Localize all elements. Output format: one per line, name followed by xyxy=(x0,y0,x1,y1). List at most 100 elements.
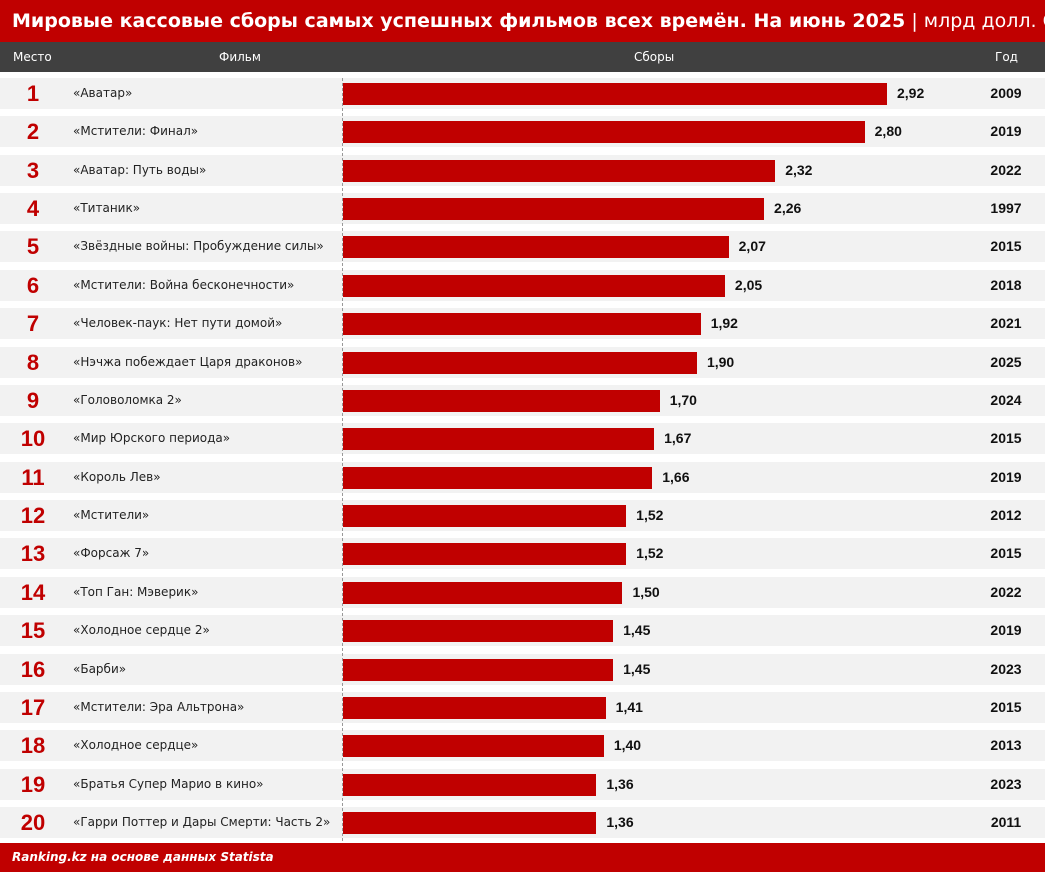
film-title: «Нэчжа побеждает Царя драконов» xyxy=(73,354,303,369)
value-label: 2,80 xyxy=(874,123,902,140)
bar xyxy=(343,274,725,297)
film-title: «Головоломка 2» xyxy=(73,392,182,407)
value-label: 2,32 xyxy=(785,161,813,178)
bar xyxy=(343,773,597,796)
year: 2019 xyxy=(990,622,1022,639)
table-row: 9 «Головоломка 2» 1,70 2024 xyxy=(0,384,1045,416)
year: 2015 xyxy=(990,430,1022,447)
film-title: «Мстители: Эра Альтрона» xyxy=(73,699,245,714)
value-label: 1,45 xyxy=(623,622,651,639)
header-gross: Сборы xyxy=(634,50,675,64)
year: 2018 xyxy=(990,276,1022,293)
film-title: «Мир Юрского периода» xyxy=(73,431,231,446)
table-row: 3 «Аватар: Путь воды» 2,32 2022 xyxy=(0,154,1045,186)
value-label: 2,92 xyxy=(897,85,925,101)
table-row: 15 «Холодное сердце 2» 1,45 2019 xyxy=(0,615,1045,647)
film-title: «Топ Ган: Мэверик» xyxy=(73,584,199,599)
year: 2011 xyxy=(990,814,1022,831)
bar xyxy=(343,735,604,758)
film-title: «Холодное сердце» xyxy=(73,738,199,753)
rank: 11 xyxy=(21,464,45,490)
rank: 4 xyxy=(26,196,40,222)
value-label: 1,36 xyxy=(606,775,634,792)
table-row: 20 «Гарри Поттер и Дары Смерти: Часть 2» 1… xyxy=(0,807,1045,839)
film-title: «Форсаж 7» xyxy=(73,546,150,561)
table-row: 8 «Нэчжа побеждает Царя драконов» 1,90 2025 xyxy=(0,346,1045,378)
year: 2019 xyxy=(990,468,1022,485)
table-row: 2 «Мстители: Финал» 2,80 2019 xyxy=(0,116,1045,148)
bar xyxy=(343,428,655,451)
rank: 14 xyxy=(20,579,46,605)
title-main: Мировые кассовые сборы самых успешных фи… xyxy=(12,10,906,32)
film-title: «Человек-паук: Нет пути домой» xyxy=(73,316,283,331)
rank: 9 xyxy=(26,387,40,413)
bar xyxy=(343,236,729,259)
value-label: 1,67 xyxy=(664,430,692,447)
table-row: 10 «Мир Юрского периода» 1,67 2015 xyxy=(0,423,1045,455)
film-title: «Холодное сердце 2» xyxy=(73,623,210,638)
table-row: 16 «Барби» 1,45 2023 xyxy=(0,653,1045,685)
axis-baseline xyxy=(342,78,343,841)
film-title: «Аватар: Путь воды» xyxy=(73,162,207,177)
value-label: 2,05 xyxy=(734,276,763,293)
year: 2022 xyxy=(990,583,1022,600)
film-title: «Мстители» xyxy=(73,508,150,523)
title-unit: | млрд долл. США xyxy=(911,10,1045,32)
rank: 8 xyxy=(26,349,40,375)
table-row: 7 «Человек-паук: Нет пути домой» 1,92 2021 xyxy=(0,308,1045,340)
rank: 20 xyxy=(20,810,46,836)
table-row: 11 «Король Лев» 1,66 2019 xyxy=(0,461,1045,493)
year: 2013 xyxy=(990,737,1022,754)
header-rank: Место xyxy=(13,50,52,64)
value-label: 1,92 xyxy=(710,315,738,332)
value-label: 2,07 xyxy=(738,238,766,255)
bar xyxy=(343,620,614,643)
rank: 7 xyxy=(26,311,40,337)
value-label: 1,40 xyxy=(613,737,642,754)
header-film: Фильм xyxy=(219,50,261,64)
bar xyxy=(343,581,623,604)
bar xyxy=(343,83,887,105)
value-label: 1,36 xyxy=(606,814,634,831)
bar xyxy=(343,658,614,681)
bar xyxy=(343,505,627,528)
table-row: 13 «Форсаж 7» 1,52 2015 xyxy=(0,538,1045,570)
year: 2022 xyxy=(990,161,1022,178)
rank: 10 xyxy=(20,426,46,452)
rank: 19 xyxy=(20,771,46,797)
bar xyxy=(343,389,660,412)
rank: 16 xyxy=(20,656,46,682)
table-row: 4 «Титаник» 2,26 1997 xyxy=(0,193,1045,225)
year: 2015 xyxy=(990,545,1022,562)
year: 2025 xyxy=(990,353,1022,370)
rank: 13 xyxy=(20,541,46,567)
film-title: «Звёздные войны: Пробуждение силы» xyxy=(73,239,324,254)
film-title: «Барби» xyxy=(73,661,127,676)
table-row: 14 «Топ Ган: Мэверик» 1,50 2022 xyxy=(0,576,1045,608)
value-label: 1,52 xyxy=(636,545,664,562)
rank: 15 xyxy=(20,618,46,644)
value-label: 1,66 xyxy=(662,468,690,485)
table-row: 5 «Звёздные войны: Пробуждение силы» 2,07 2… xyxy=(0,231,1045,263)
bar xyxy=(343,466,653,489)
table-header: Место Фильм Сборы Год xyxy=(0,42,1045,72)
bar xyxy=(343,159,776,182)
header-year: Год xyxy=(995,50,1018,64)
film-title: «Аватар» xyxy=(73,86,133,100)
bar xyxy=(343,121,865,144)
value-label: 1,50 xyxy=(632,583,660,600)
year: 2009 xyxy=(990,85,1022,101)
year: 2023 xyxy=(990,660,1022,677)
year: 2021 xyxy=(990,315,1022,332)
table-row: 12 «Мстители» 1,52 2012 xyxy=(0,500,1045,532)
film-title: «Король Лев» xyxy=(73,469,161,484)
value-label: 1,45 xyxy=(623,660,651,677)
rank: 3 xyxy=(26,157,40,183)
bar xyxy=(343,198,765,221)
rank: 5 xyxy=(26,234,40,260)
film-title: «Титаник» xyxy=(73,201,141,216)
value-label: 1,52 xyxy=(636,507,664,524)
table-row: 1 «Аватар» 2,92 2009 xyxy=(0,78,1045,109)
bar xyxy=(343,812,597,835)
film-title: «Братья Супер Марио в кино» xyxy=(73,776,264,791)
